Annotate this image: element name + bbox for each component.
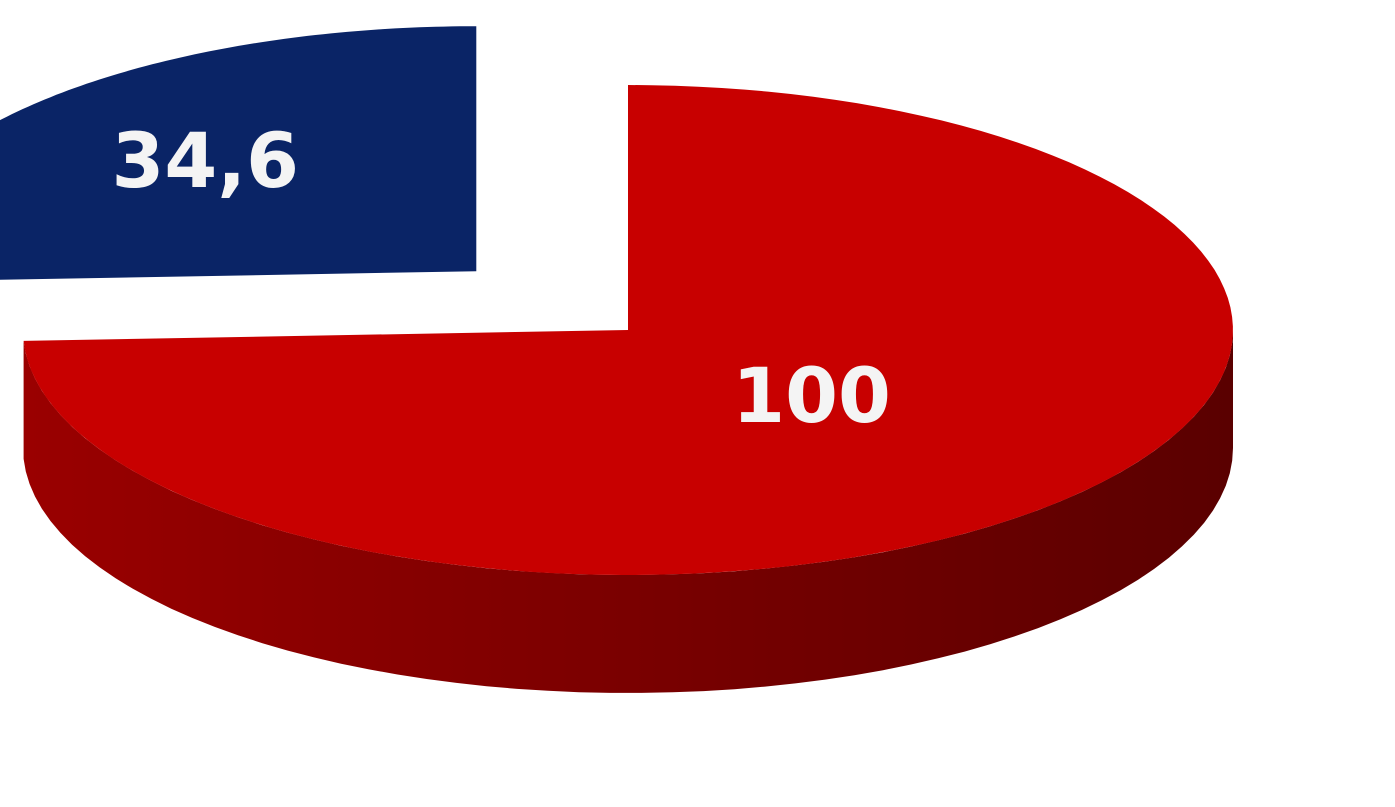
pie-slice-1 [0, 26, 477, 280]
pie-slice-0 [23, 85, 1234, 693]
pie-slice-0-top [23, 85, 1233, 575]
pie-slice-0-side [23, 330, 1234, 693]
pie-slice-1-top [0, 26, 477, 280]
data-label-0: 100 [732, 351, 891, 440]
data-label-1: 34,6 [111, 116, 299, 205]
